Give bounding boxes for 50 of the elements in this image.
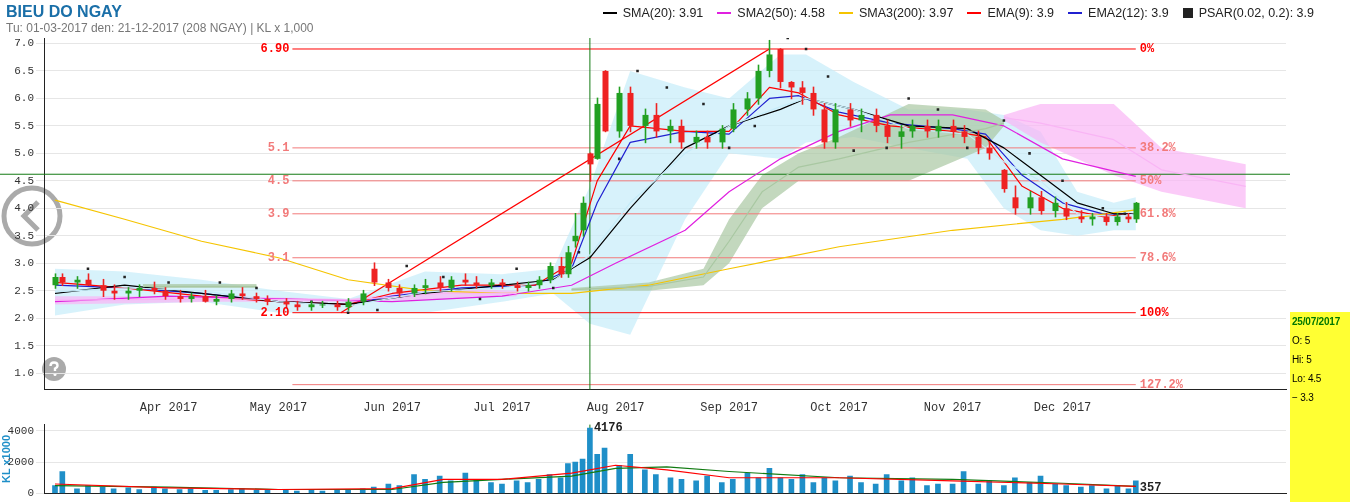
y-tick-label: 4.0	[14, 202, 34, 215]
ref-line-label: 3.9	[267, 206, 290, 221]
annotation: 38.2%	[1139, 140, 1177, 155]
y-tick-label: 1.5	[14, 339, 34, 352]
y-tick-label: 2.0	[14, 312, 34, 325]
text: O: 5	[1292, 334, 1312, 348]
legend-label: EMA2(12): 3.9	[1088, 6, 1169, 20]
y-tick-label: 4.5	[14, 174, 34, 187]
x-tick-label: Apr 2017	[139, 400, 198, 415]
annotation: 50%	[1139, 173, 1163, 188]
x-tick-label: Oct 2017	[810, 400, 868, 415]
y-tick-label: 2.5	[14, 284, 34, 297]
y-tick-label: 5.5	[14, 119, 34, 132]
y-tick-label: 6.5	[14, 64, 34, 77]
ref-line-label: 6.90	[260, 42, 290, 56]
y-tick-label: 3.5	[14, 229, 34, 242]
y-tick-label: 5.0	[14, 147, 34, 160]
y-tick-label: 3.0	[14, 257, 34, 270]
annotation: 357	[1139, 480, 1162, 495]
legend-label: SMA3(200): 3.97	[858, 6, 954, 20]
text: Lo: 4.5	[1292, 372, 1323, 386]
x-tick-label: Aug 2017	[586, 400, 645, 415]
y-tick-label: 6.0	[14, 92, 34, 105]
y-tick-label: 1.0	[14, 367, 34, 380]
annotation: 0%	[1139, 42, 1155, 56]
text: 25/07/2017	[1292, 315, 1342, 329]
legend-label: EMA(9): 3.9	[987, 6, 1055, 20]
x-tick-label: Jul 2017	[473, 400, 531, 415]
x-tick-label: May 2017	[249, 400, 308, 415]
legend-label: PSAR(0.02, 0.2): 3.9	[1198, 6, 1314, 20]
x-tick-label: Nov 2017	[923, 400, 982, 415]
x-tick-label: Sep 2017	[700, 400, 758, 415]
text: − 3.3	[1292, 391, 1315, 405]
annotation: 127.2%	[1139, 377, 1184, 392]
x-tick-label: Jun 2017	[363, 400, 421, 415]
legend-label: SMA(20): 3.91	[622, 6, 704, 20]
y-tick-label: 0	[27, 487, 34, 500]
legend-label: SMA2(50): 4.58	[737, 6, 825, 20]
ref-line-label: 5.1	[267, 140, 290, 155]
annotation: 100%	[1139, 305, 1170, 320]
text: Hi: 5	[1292, 353, 1313, 367]
annotation: 78.6%	[1139, 250, 1177, 265]
annotation: 4176	[593, 421, 623, 436]
annotation: 61.8%	[1139, 206, 1177, 221]
chart-subtitle: Tu: 01-03-2017 den: 21-12-2017 (208 NGAY) | KL x 1,000	[6, 21, 314, 35]
x-tick-label: Dec 2017	[1033, 400, 1092, 415]
ref-line-label: 2.10	[260, 305, 290, 320]
chart-title: BIEU DO NGAY	[6, 3, 122, 21]
ref-line-label: 4.5	[267, 173, 290, 188]
y-tick-label: 7.0	[14, 37, 34, 50]
